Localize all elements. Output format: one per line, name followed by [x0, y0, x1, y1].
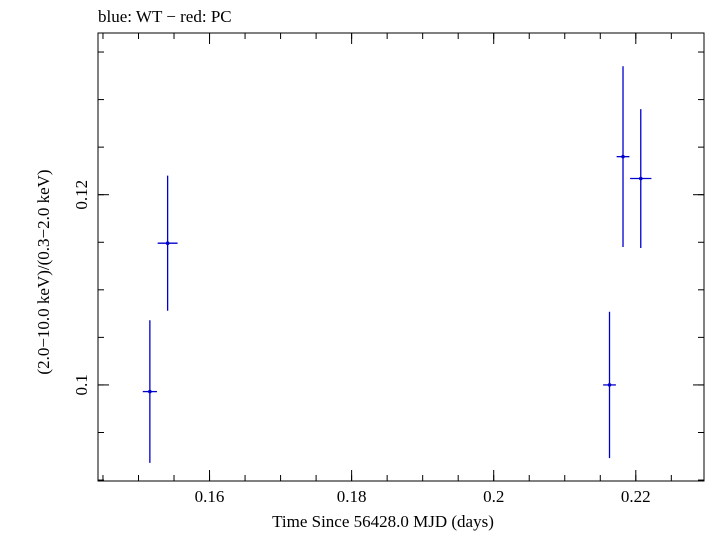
- point-marker: [148, 389, 152, 394]
- x-tick-label: 0.18: [337, 487, 367, 506]
- y-axis-label: (2.0−10.0 keV)/(0.3−2.0 keV): [34, 169, 53, 374]
- x-tick-label: 0.2: [483, 487, 504, 506]
- point-marker: [638, 176, 643, 181]
- y-tick-label: 0.12: [72, 180, 91, 210]
- x-tick-label: 0.16: [195, 487, 225, 506]
- x-tick-label: 0.22: [621, 487, 651, 506]
- data-point: [630, 109, 652, 248]
- point-marker: [607, 383, 612, 387]
- y-axis: 0.1 0.12: [72, 51, 704, 481]
- data-point: [157, 175, 178, 311]
- y-tick-label: 0.1: [72, 374, 91, 395]
- point-marker: [621, 154, 625, 159]
- x-axis-label: Time Since 56428.0 MJD (days): [272, 512, 494, 531]
- series-layer: [142, 66, 652, 463]
- chart-title: blue: WT − red: PC: [98, 7, 232, 26]
- plot-frame: [97, 32, 705, 482]
- data-point: [142, 320, 157, 463]
- x-axis: 0.16 0.18 0.2 0.22: [102, 33, 672, 506]
- data-point: [616, 66, 630, 248]
- data-point: [603, 311, 616, 459]
- point-marker: [165, 241, 170, 246]
